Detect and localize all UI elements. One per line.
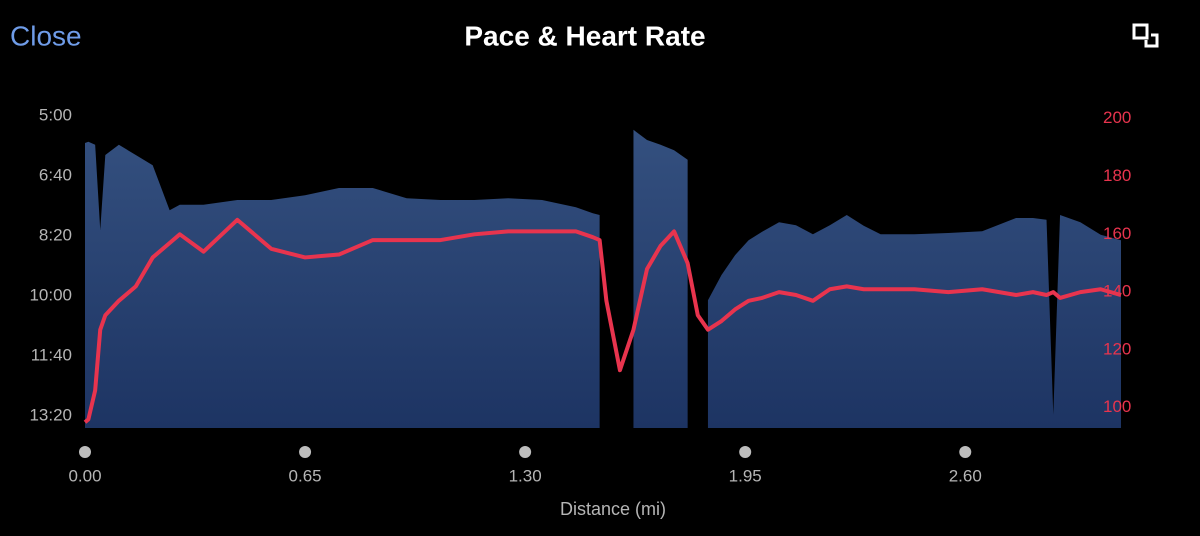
y2-tick-label: 160: [1103, 224, 1131, 243]
y-tick-label: 13:20: [29, 405, 72, 424]
expand-icon-square: [1132, 23, 1149, 40]
y-tick-label: 5:00: [39, 105, 72, 124]
x-tick-dot: [79, 446, 91, 458]
y-tick-label: 10:00: [29, 285, 72, 304]
y2-tick-label: 200: [1103, 108, 1131, 127]
x-tick-dot: [299, 446, 312, 458]
x-tick-dot: [519, 446, 532, 458]
y-tick-label: 6:40: [39, 165, 72, 184]
x-tick-label: 2.60: [949, 466, 982, 485]
pace-area: [85, 129, 1121, 429]
x-axis-label: Distance (mi): [560, 499, 666, 519]
chart-title: Pace & Heart Rate: [464, 20, 705, 51]
y2-tick-label: 120: [1103, 339, 1131, 358]
x-tick-label: 1.95: [729, 466, 762, 485]
x-tick-label: 0.00: [68, 466, 101, 485]
x-tick-dot: [959, 446, 972, 458]
x-tick-label: 1.30: [509, 466, 542, 485]
y2-tick-label: 100: [1103, 397, 1131, 416]
x-tick-label: 0.65: [289, 466, 322, 485]
y-tick-label: 11:40: [31, 345, 72, 364]
expand-icon[interactable]: [1132, 23, 1159, 48]
y2-tick-label: 180: [1103, 166, 1131, 185]
y-tick-label: 8:20: [39, 225, 72, 244]
close-button[interactable]: Close: [10, 20, 82, 51]
expand-icon-corner: [1144, 33, 1159, 48]
y2-tick-label: 140: [1103, 282, 1131, 301]
x-tick-dot: [739, 446, 752, 458]
heart-rate-line: [83, 217, 1122, 424]
